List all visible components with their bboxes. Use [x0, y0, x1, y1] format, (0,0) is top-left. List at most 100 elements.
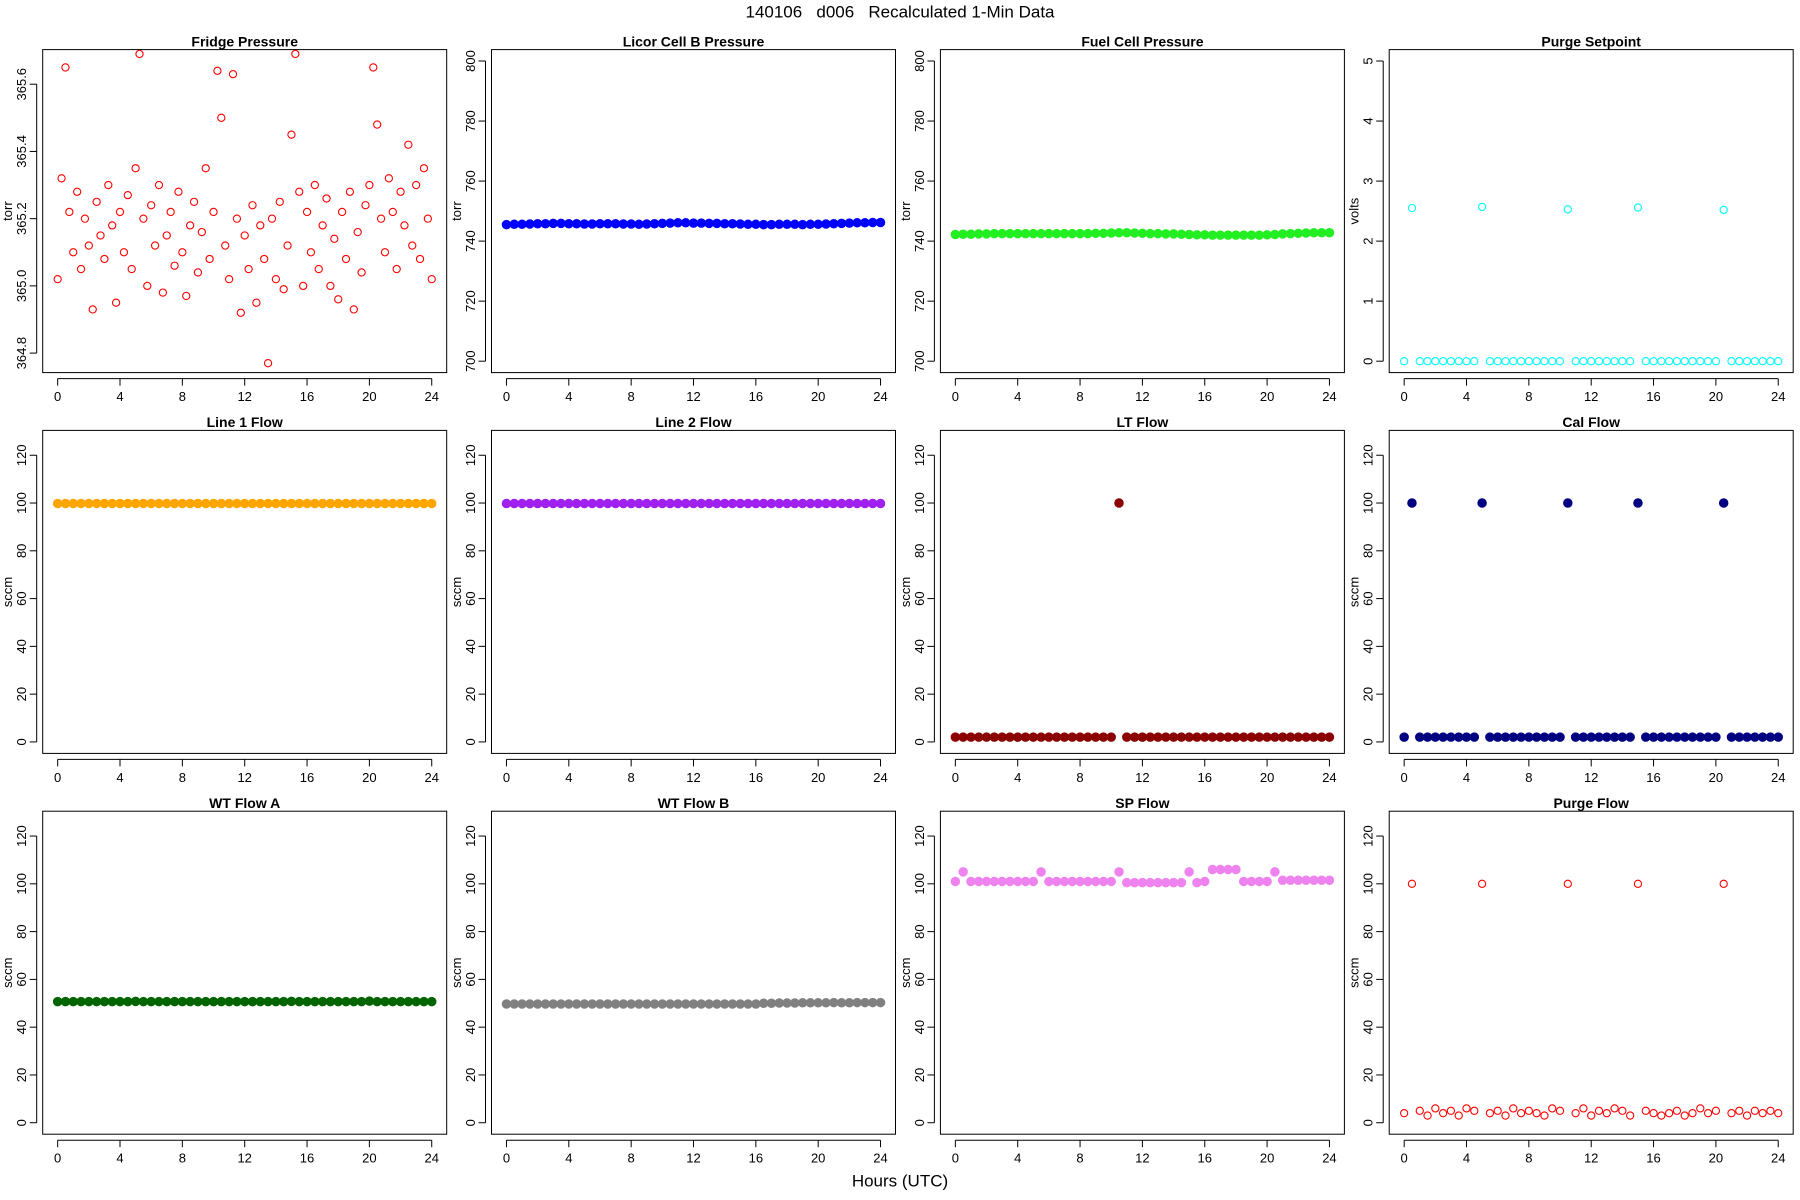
data-point	[310, 180, 319, 190]
data-point	[782, 498, 792, 509]
data-point	[1735, 1106, 1744, 1115]
data-point	[1270, 229, 1280, 240]
data-point	[65, 207, 74, 217]
x-tick-label: 20	[811, 1151, 825, 1166]
data-point	[805, 998, 816, 1008]
data-point	[603, 218, 613, 229]
data-point	[950, 229, 961, 240]
y-tick-label: 780	[912, 110, 927, 132]
y-axis-label: sccm	[898, 958, 913, 988]
data-point	[1083, 876, 1093, 887]
data-point	[427, 275, 436, 284]
data-point	[1773, 732, 1783, 742]
data-point	[1688, 357, 1697, 366]
data-point	[821, 498, 831, 509]
data-point	[404, 140, 413, 149]
data-point	[224, 275, 234, 284]
data-point	[579, 999, 590, 1009]
x-tick-label: 0	[503, 389, 510, 404]
data-point	[60, 498, 71, 509]
data-point	[278, 996, 289, 1007]
data-point	[154, 498, 164, 509]
data-point	[950, 876, 961, 887]
data-point	[1555, 732, 1565, 742]
data-point	[1231, 732, 1241, 742]
data-point	[1609, 732, 1620, 742]
y-tick-label: 120	[14, 444, 29, 466]
data-point	[1316, 227, 1327, 238]
data-point	[1774, 357, 1783, 366]
data-point	[1431, 357, 1440, 366]
plot-frame	[1388, 429, 1794, 754]
y-tick-label: 100	[14, 492, 29, 514]
panel-title: Fuel Cell Pressure	[1081, 33, 1203, 49]
x-tick-label: 4	[1463, 1151, 1470, 1166]
x-tick-label: 0	[54, 770, 61, 785]
data-point	[1059, 876, 1070, 887]
x-tick-label: 8	[1076, 389, 1083, 404]
data-point	[1262, 732, 1272, 742]
data-point	[1516, 732, 1526, 742]
data-point	[751, 219, 761, 230]
data-point	[1509, 357, 1518, 366]
x-tick-label: 16	[300, 389, 314, 404]
data-point	[1161, 732, 1171, 742]
data-point	[1184, 229, 1194, 240]
data-point	[1324, 732, 1335, 742]
data-point	[130, 498, 141, 509]
data-point	[69, 248, 78, 257]
data-point	[314, 264, 323, 274]
data-point	[1563, 498, 1573, 508]
data-point	[735, 498, 746, 509]
data-point	[1579, 1104, 1588, 1113]
data-point	[1695, 732, 1706, 742]
data-point	[364, 498, 375, 509]
data-point	[603, 999, 613, 1009]
data-point	[634, 498, 644, 509]
data-point	[564, 218, 574, 229]
data-point	[595, 218, 605, 229]
x-tick-label: 20	[1260, 770, 1274, 785]
data-point	[1114, 498, 1124, 508]
x-tick-label: 16	[1198, 389, 1212, 404]
data-point	[138, 996, 149, 1007]
data-point	[322, 194, 331, 203]
data-point	[1005, 228, 1015, 239]
data-point	[52, 498, 63, 509]
y-tick-label: 80	[14, 544, 29, 558]
x-tick-label: 24	[425, 770, 439, 785]
data-point	[317, 498, 328, 509]
data-point	[193, 268, 203, 277]
data-point	[135, 49, 144, 59]
data-point	[641, 999, 652, 1009]
data-point	[966, 229, 976, 239]
x-tick-label: 24	[873, 1151, 887, 1166]
data-point	[1223, 732, 1233, 742]
data-point	[556, 498, 566, 509]
y-tick-label: 60	[1361, 972, 1376, 986]
plot-frame	[939, 429, 1345, 754]
data-point	[146, 498, 156, 509]
data-point	[966, 732, 976, 742]
data-point	[704, 218, 714, 229]
x-tick-label: 20	[811, 770, 825, 785]
data-point	[60, 996, 71, 1007]
data-point	[395, 498, 406, 509]
y-tick-label: 800	[912, 50, 927, 72]
data-point	[96, 231, 105, 240]
data-point	[657, 999, 668, 1009]
y-tick-label: 100	[912, 873, 927, 895]
data-point	[365, 180, 374, 190]
data-point	[1430, 732, 1441, 742]
data-point	[1090, 732, 1101, 742]
data-point	[1293, 875, 1304, 885]
figure-title: 140106 d006 Recalculated 1-Min Data	[745, 2, 1055, 21]
data-point	[1215, 732, 1226, 742]
data-point	[782, 219, 792, 230]
panel-title: Licor Cell B Pressure	[623, 33, 765, 49]
data-point	[1199, 732, 1210, 742]
data-point	[517, 498, 527, 509]
data-point	[247, 498, 258, 509]
data-point	[260, 254, 269, 264]
data-point	[286, 498, 297, 509]
